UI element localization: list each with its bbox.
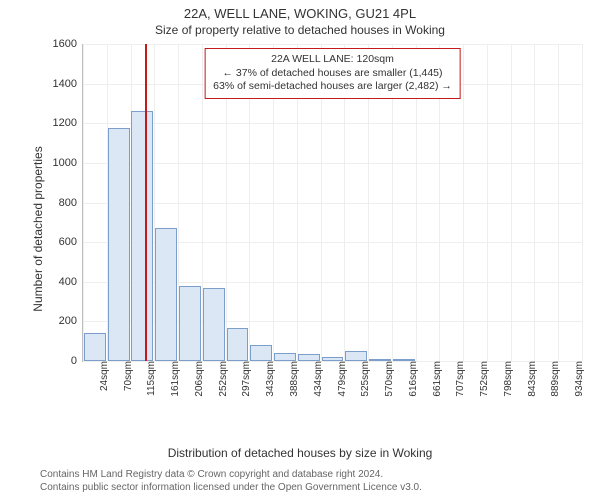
y-tick-label: 400 (59, 276, 83, 288)
bar (179, 286, 201, 361)
bar (84, 333, 106, 361)
attribution-line: Contains HM Land Registry data © Crown c… (40, 469, 588, 482)
x-tick-label: 889sqm (546, 361, 561, 397)
x-tick-label: 934sqm (570, 361, 585, 397)
x-tick-label: 24sqm (95, 361, 110, 391)
x-tick-label: 115sqm (142, 361, 157, 396)
x-tick-label: 843sqm (523, 361, 538, 397)
callout-box: 22A WELL LANE: 120sqm← 37% of detached h… (204, 48, 461, 99)
bar (108, 128, 130, 361)
y-tick-label: 1400 (53, 78, 83, 90)
title-main: 22A, WELL LANE, WOKING, GU21 4PL (0, 0, 600, 21)
bar (298, 354, 320, 361)
bar (250, 345, 272, 361)
y-axis-label: Number of detached properties (31, 146, 45, 311)
attribution: Contains HM Land Registry data © Crown c… (0, 463, 600, 500)
gridline-h (83, 44, 582, 45)
y-tick-label: 200 (59, 315, 83, 327)
y-tick-label: 1000 (53, 157, 83, 169)
gridline-h (83, 203, 582, 204)
gridline-v (463, 44, 464, 361)
x-tick-label: 388sqm (285, 361, 300, 397)
plot-area: 0200400600800100012001400160024sqm70sqm1… (82, 44, 582, 362)
y-tick-label: 800 (59, 197, 83, 209)
chart-area: Number of detached properties 0200400600… (40, 44, 582, 414)
x-tick-label: 252sqm (214, 361, 229, 397)
gridline-v (511, 44, 512, 361)
gridline-v (487, 44, 488, 361)
bar (227, 328, 249, 361)
gridline-v (582, 44, 583, 361)
x-tick-label: 752sqm (475, 361, 490, 397)
x-axis-label: Distribution of detached houses by size … (0, 446, 600, 460)
bar (274, 353, 296, 361)
x-tick-label: 297sqm (237, 361, 252, 397)
x-tick-label: 434sqm (309, 361, 324, 397)
x-tick-label: 661sqm (428, 361, 443, 397)
x-tick-label: 525sqm (356, 361, 371, 397)
gridline-v (534, 44, 535, 361)
property-marker-line (145, 44, 147, 361)
gridline-v (83, 44, 84, 361)
gridline-h (83, 123, 582, 124)
x-tick-label: 206sqm (190, 361, 205, 397)
bar (155, 228, 177, 361)
y-tick-label: 600 (59, 236, 83, 248)
bar (203, 288, 225, 361)
y-tick-label: 0 (71, 355, 83, 367)
x-tick-label: 70sqm (119, 361, 134, 391)
x-tick-label: 161sqm (166, 361, 181, 397)
x-tick-label: 479sqm (333, 361, 348, 397)
callout-line: 22A WELL LANE: 120sqm (213, 53, 452, 67)
bar (345, 351, 367, 361)
callout-line: ← 37% of detached houses are smaller (1,… (213, 67, 452, 81)
y-tick-label: 1200 (53, 117, 83, 129)
x-tick-label: 570sqm (380, 361, 395, 397)
x-tick-label: 707sqm (451, 361, 466, 397)
gridline-h (83, 163, 582, 164)
x-tick-label: 798sqm (499, 361, 514, 397)
title-sub: Size of property relative to detached ho… (0, 21, 600, 37)
gridline-v (558, 44, 559, 361)
page-root: 22A, WELL LANE, WOKING, GU21 4PL Size of… (0, 0, 600, 500)
callout-line: 63% of semi-detached houses are larger (… (213, 80, 452, 94)
x-tick-label: 343sqm (261, 361, 276, 397)
x-tick-label: 616sqm (404, 361, 419, 397)
bar (131, 111, 153, 361)
attribution-line: Contains public sector information licen… (40, 482, 588, 495)
y-tick-label: 1600 (53, 38, 83, 50)
